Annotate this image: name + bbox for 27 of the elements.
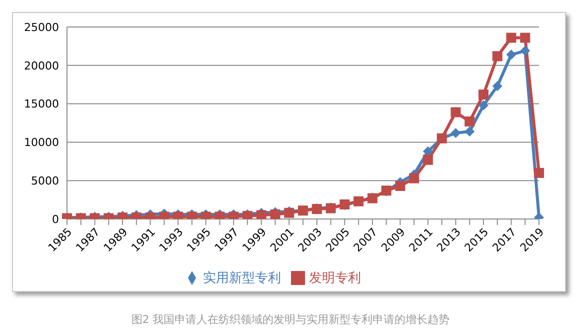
y-tick-label: 25000 [24, 20, 59, 34]
point [520, 32, 530, 43]
point [478, 90, 488, 100]
point [478, 100, 488, 110]
point [395, 180, 406, 191]
point [409, 173, 420, 184]
y-tick-label: 15000 [24, 98, 59, 111]
y-tick-label: 20000 [24, 59, 59, 72]
point [534, 168, 544, 178]
point [464, 126, 475, 136]
point [520, 46, 530, 56]
point [422, 146, 433, 156]
legend-label: 实用新型专利 [203, 271, 281, 286]
y-tick-label: 10000 [24, 136, 59, 150]
point [450, 128, 461, 138]
legend-label: 发明专利 [309, 271, 361, 286]
y-tick-label: 5000 [31, 174, 59, 188]
point [506, 32, 516, 43]
point [492, 51, 502, 62]
point [464, 116, 475, 126]
point [492, 81, 502, 92]
point [506, 50, 516, 60]
y-tick-label: 0 [52, 212, 59, 226]
caption: 图2 我国申请人在纺织领域的发明与实用新型专利申请的增长趋势 [130, 312, 451, 327]
point [256, 210, 266, 219]
point [422, 154, 433, 165]
point [450, 107, 461, 118]
